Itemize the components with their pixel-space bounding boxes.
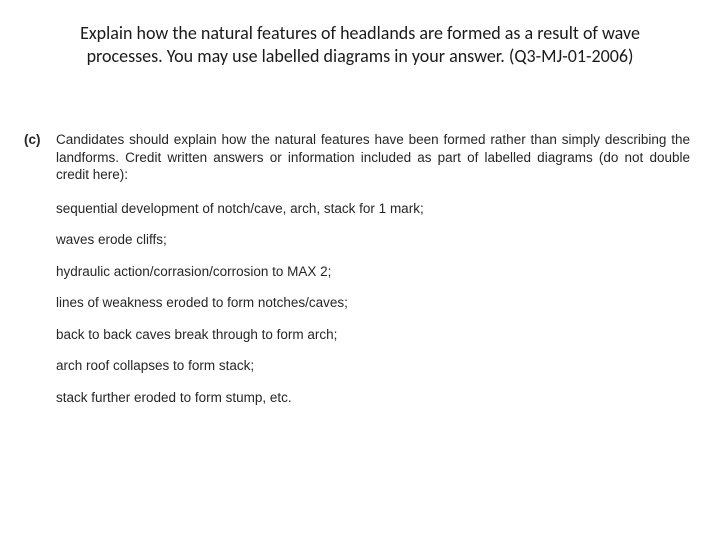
- question-header: Explain how the natural features of head…: [0, 0, 720, 77]
- ms-point: arch roof collapses to form stack;: [56, 357, 690, 375]
- mark-scheme-intro-row: (c) Candidates should explain how the na…: [24, 131, 690, 184]
- ms-point: lines of weakness eroded to form notches…: [56, 294, 690, 312]
- ms-point: sequential development of notch/cave, ar…: [56, 200, 690, 218]
- ms-point: back to back caves break through to form…: [56, 326, 690, 344]
- mark-scheme-intro: Candidates should explain how the natura…: [56, 131, 690, 184]
- ms-point: hydraulic action/corrasion/corrosion to …: [56, 263, 690, 281]
- mark-scheme-points: sequential development of notch/cave, ar…: [56, 200, 690, 407]
- ms-point: stack further eroded to form stump, etc.: [56, 389, 690, 407]
- ms-point: waves erode cliffs;: [56, 231, 690, 249]
- question-line-1: Explain how the natural features of head…: [36, 22, 684, 45]
- part-label: (c): [24, 131, 56, 149]
- mark-scheme-block: (c) Candidates should explain how the na…: [0, 77, 720, 406]
- question-line-2: processes. You may use labelled diagrams…: [36, 45, 684, 68]
